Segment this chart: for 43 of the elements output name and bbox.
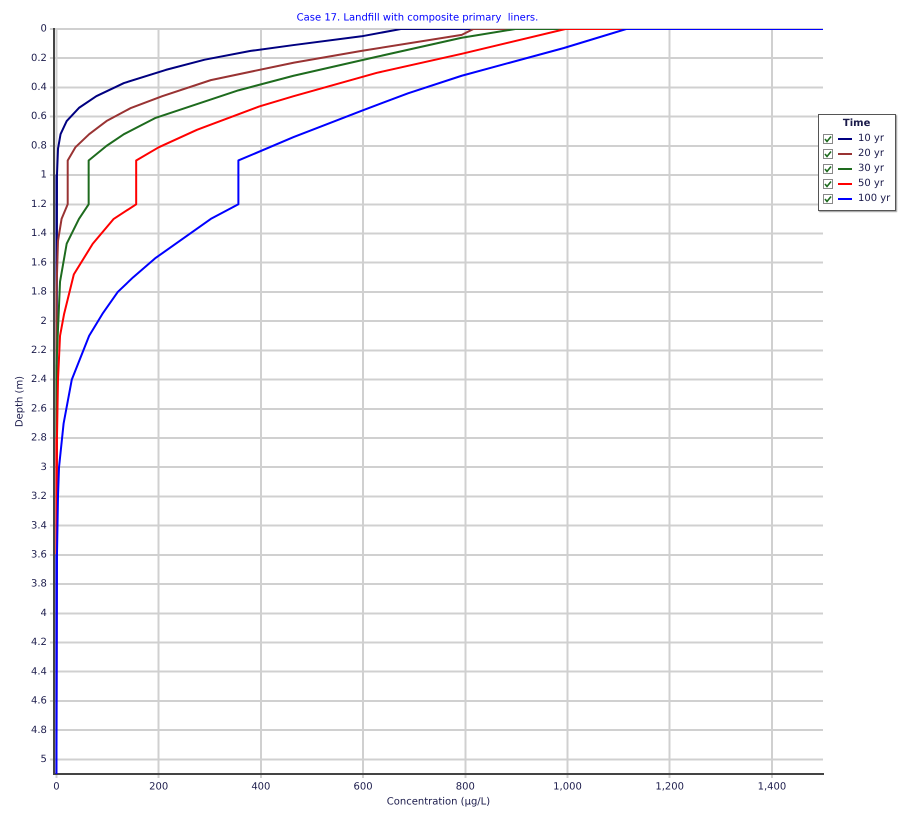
chart-title: Case 17. Landfill with composite primary liners. [296,12,538,24]
legend-label: 100 yr [858,193,890,204]
y-tick-label: 5 [40,754,47,765]
x-tick-label: 800 [456,782,475,793]
x-axis-title: Concentration (µg/L) [386,796,490,808]
y-tick-label: 2.8 [30,432,47,444]
y-tick-label: 0.4 [30,82,47,94]
x-tick-label: 1,200 [655,782,684,793]
x-tick-label: 0 [53,782,60,793]
y-tick-label: 0.8 [30,140,47,152]
legend-label: 20 yr [858,148,884,159]
y-axis-title: Depth (m) [14,376,26,428]
y-tick-label: 0.6 [30,111,47,122]
y-tick-label: 3.6 [30,549,47,560]
y-tick-label: 3.8 [30,578,47,590]
y-tick-label: 4.6 [30,696,47,707]
y-tick-label: 2.2 [30,344,47,356]
y-tick-label: 0 [40,24,47,35]
y-tick-label: 1.8 [30,286,47,298]
y-tick-label: 1.6 [30,257,47,268]
y-tick-label: 1.2 [30,198,47,210]
y-tick-label: 1 [40,170,47,181]
y-tick-label: 2.6 [30,403,47,414]
y-tick-label: 3 [40,462,47,473]
y-tick-label: 3.2 [30,491,47,502]
y-tick-label: 4 [40,608,47,619]
legend-title: Time [842,118,872,129]
y-tick-label: 4.8 [30,724,47,736]
y-tick-label: 2.4 [30,374,47,386]
legend-label: 10 yr [858,133,884,144]
x-tick-label: 1,000 [553,782,582,793]
x-tick-label: 600 [354,782,373,793]
y-tick-label: 1.4 [30,228,47,240]
x-tick-label: 400 [251,782,270,793]
y-tick-label: 4.4 [30,666,47,678]
y-tick-label: 2 [40,316,47,327]
legend-label: 30 yr [858,163,884,174]
y-tick-label: 0.2 [30,52,47,64]
x-tick-label: 1,400 [758,782,786,793]
x-tick-label: 200 [149,782,168,793]
y-tick-label: 3.4 [30,520,47,532]
legend-label: 50 yr [858,178,884,189]
y-tick-label: 4.2 [30,637,47,648]
